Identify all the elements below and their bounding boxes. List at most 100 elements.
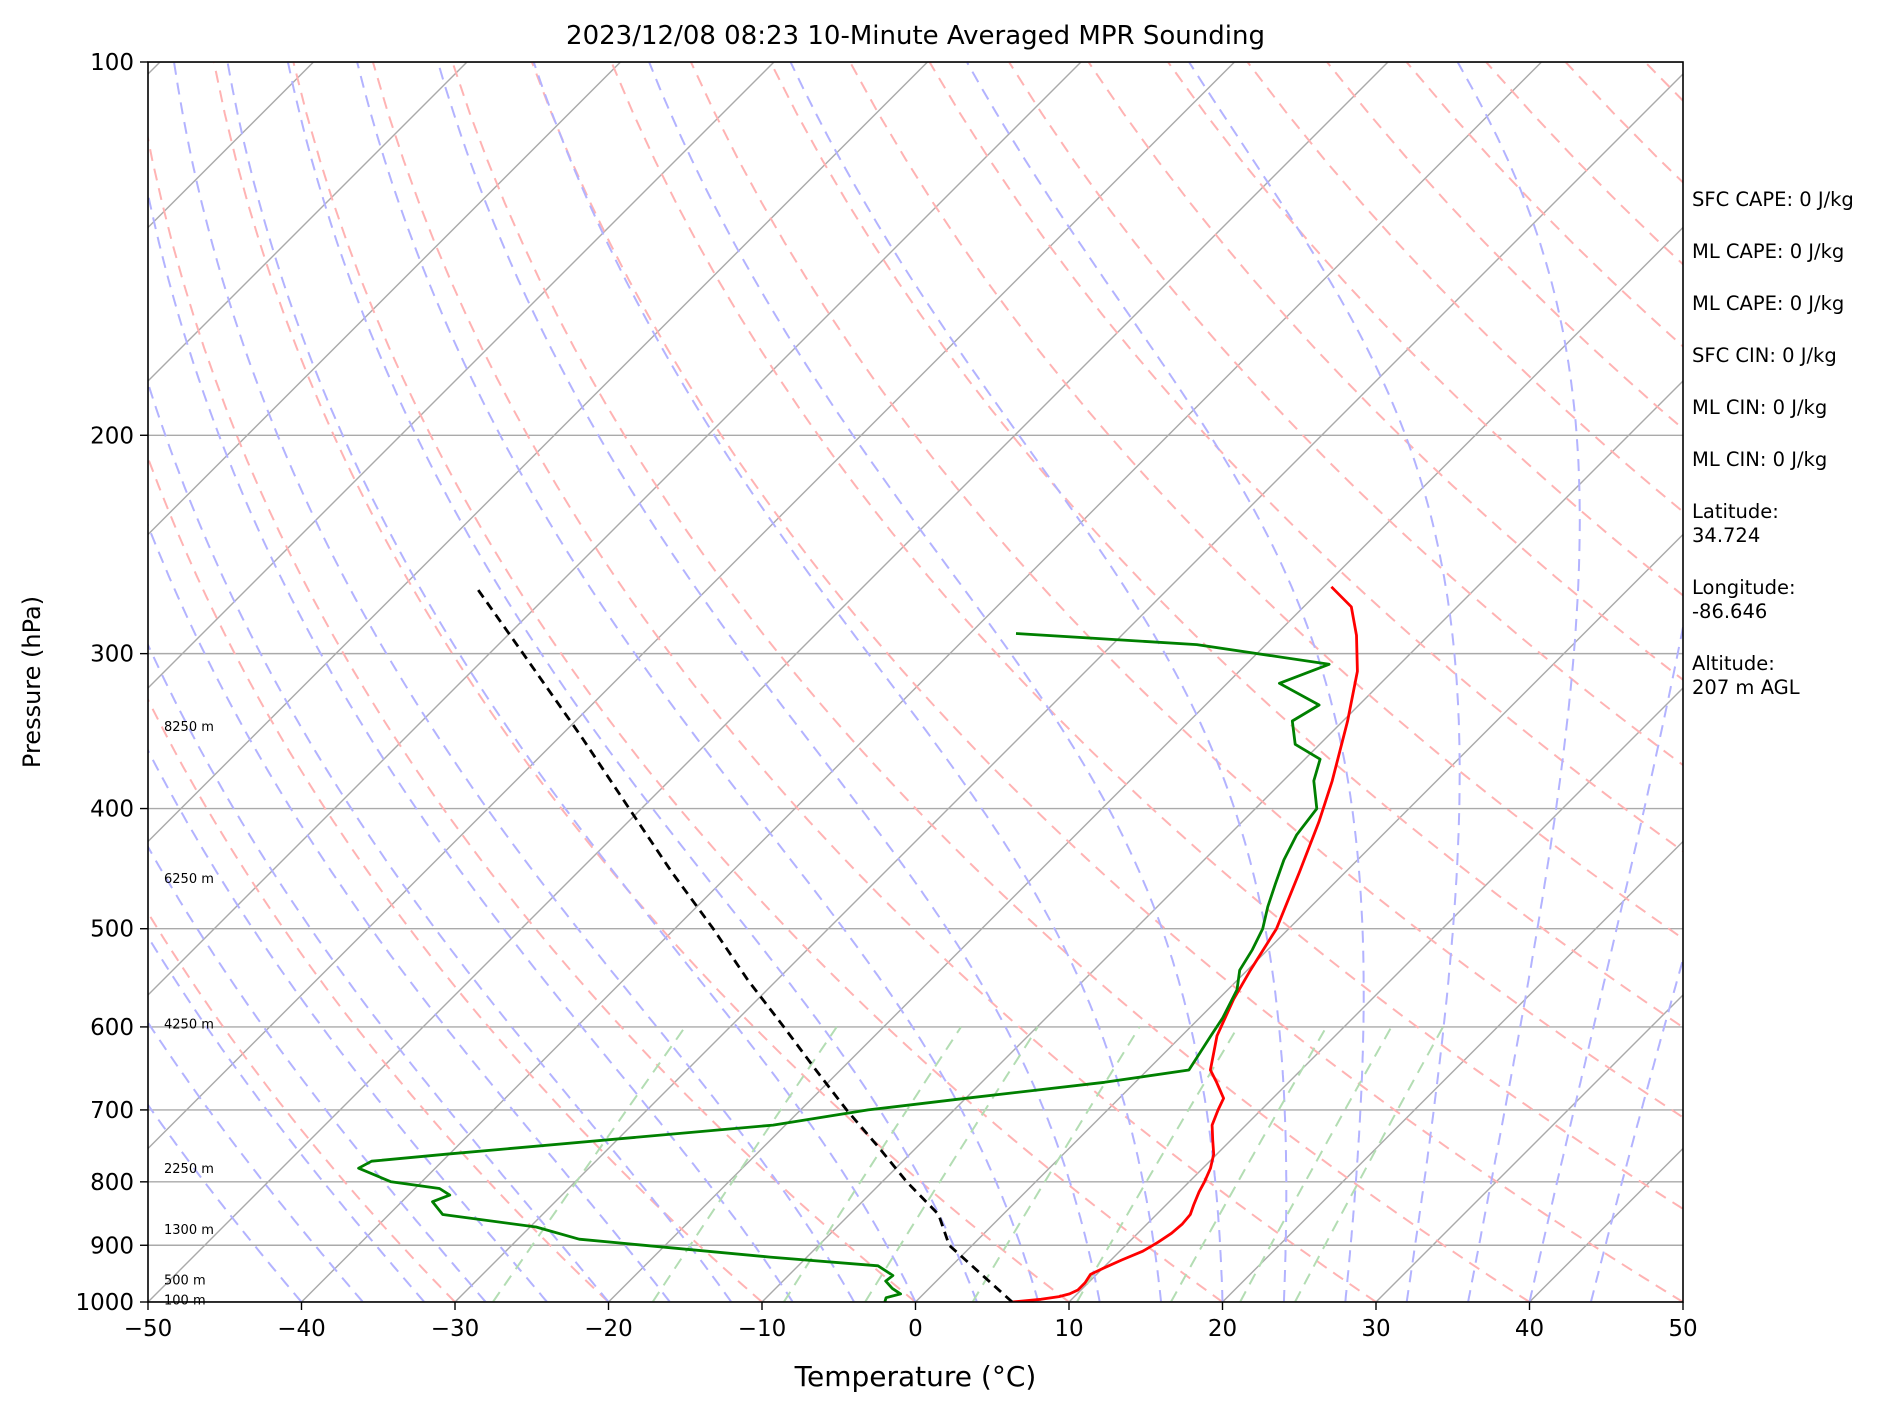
dry-adiabat-line <box>212 62 1070 1302</box>
y-tick-label: 700 <box>90 1098 134 1124</box>
height-label: 6250 m <box>164 872 214 887</box>
moist-adiabat-line <box>148 379 733 1302</box>
y-tick-label: 300 <box>90 642 134 668</box>
y-tick-label: 1000 <box>75 1290 134 1316</box>
mixing-ratio-line <box>864 1026 1039 1302</box>
height-label: 100 m <box>164 1293 206 1308</box>
ml-cin-text: ML CIN: 0 J/kg <box>1692 396 1828 419</box>
moist-adiabat-line <box>148 748 548 1302</box>
plot-frame <box>147 61 1684 1303</box>
ml-cape-text-2: ML CAPE: 0 J/kg <box>1692 292 1845 315</box>
y-tick-label: 100 <box>90 50 134 76</box>
dewpoint-profile-line <box>357 632 1331 1302</box>
height-label: 8250 m <box>164 720 214 735</box>
moist-adiabat-line <box>148 522 671 1302</box>
mixing-ratio-line <box>1076 1026 1239 1302</box>
mixing-ratio-line <box>1170 1026 1328 1302</box>
mixing-ratio-line <box>971 1026 1141 1302</box>
longitude-text: Longitude: -86.646 <box>1692 576 1796 623</box>
isotherm-line <box>148 62 1235 1150</box>
latitude-text: Latitude: 34.724 <box>1692 500 1779 547</box>
x-tick-label: 40 <box>1515 1316 1544 1342</box>
dry-adiabat-line <box>371 62 1377 1302</box>
isotherm-line <box>148 62 1082 996</box>
temperature-profile-line <box>1012 585 1359 1302</box>
dry-adiabat-line <box>148 697 610 1302</box>
y-tick-label: 800 <box>90 1170 134 1196</box>
y-axis: 100 200 300 400 500 600 700 800 900 1000 <box>75 50 148 1316</box>
isotherm-line <box>148 62 775 689</box>
y-tick-label: 900 <box>90 1233 134 1259</box>
isotherm-line <box>761 380 1683 1302</box>
x-tick-label: −20 <box>584 1316 633 1342</box>
mixing-ratio-line <box>1239 1026 1393 1302</box>
moist-adiabat-line <box>1456 62 1581 1302</box>
moist-adiabat-line <box>966 62 1365 1302</box>
mixing-ratio-line <box>492 1026 686 1302</box>
height-labels: 8250 m 6250 m 4250 m 2250 m 1300 m 500 m 100 m <box>164 720 214 1309</box>
y-axis-label: Pressure (hPa) <box>18 596 46 768</box>
moist-adiabat-line <box>148 935 426 1302</box>
moist-adiabat-line <box>1528 622 1683 1302</box>
height-label: 2250 m <box>164 1162 214 1177</box>
isotherm-line <box>608 226 1683 1302</box>
isotherm-line <box>301 62 1542 1302</box>
x-tick-label: 10 <box>1054 1316 1083 1342</box>
sfc-cape-text: SFC CAPE: 0 J/kg <box>1692 188 1854 211</box>
y-tick-label: 200 <box>90 423 134 449</box>
dry-adiabat-line <box>148 910 456 1302</box>
sfc-cin-text: SFC CIN: 0 J/kg <box>1692 344 1837 367</box>
isotherm-line <box>1222 840 1683 1302</box>
altitude-text: Altitude: 207 m AGL <box>1692 652 1800 699</box>
mixing-ratio-line <box>651 1026 838 1302</box>
x-tick-label: 50 <box>1668 1316 1697 1342</box>
isotherm-line <box>148 62 468 382</box>
height-label: 1300 m <box>164 1223 214 1238</box>
chart-title: 2023/12/08 08:23 10-Minute Averaged MPR … <box>566 21 1265 51</box>
sounding-info-panel: SFC CAPE: 0 J/kg ML CAPE: 0 J/kg ML CAPE… <box>1692 188 1887 728</box>
moist-adiabat-line <box>173 62 855 1302</box>
isotherm-line <box>148 62 621 536</box>
isotherm-line <box>148 62 314 229</box>
isotherm-line <box>1068 687 1683 1302</box>
dry-adiabat-line <box>1087 62 1683 681</box>
x-tick-label: −50 <box>124 1316 173 1342</box>
series-group <box>357 585 1359 1302</box>
x-tick-label: −30 <box>431 1316 480 1342</box>
moist-adiabat-line <box>148 189 794 1302</box>
y-tick-label: 500 <box>90 917 134 943</box>
isotherm-line <box>1375 994 1683 1302</box>
height-label: 4250 m <box>164 1017 214 1032</box>
ml-cin-text-2: ML CIN: 0 J/kg <box>1692 448 1828 471</box>
y-tick-label: 400 <box>90 797 134 823</box>
isotherm-line <box>148 62 928 843</box>
ml-cape-text: ML CAPE: 0 J/kg <box>1692 240 1845 263</box>
height-label: 500 m <box>164 1273 206 1288</box>
y-tick-label: 600 <box>90 1015 134 1041</box>
x-axis: −50 −40 −30 −20 −10 0 10 20 30 40 50 <box>124 1302 1698 1342</box>
mixing-ratio-line <box>1294 1026 1444 1302</box>
isotherm-line <box>148 62 1389 1302</box>
x-axis-label: Temperature (°C) <box>794 1360 1037 1393</box>
x-tick-label: −10 <box>738 1316 787 1342</box>
x-tick-label: −40 <box>277 1316 326 1342</box>
moist-adiabat-line <box>436 62 1101 1302</box>
x-tick-label: 30 <box>1361 1316 1390 1342</box>
isotherm-line <box>454 73 1683 1302</box>
dry-adiabat-line <box>530 62 1683 1302</box>
moist-adiabat-line <box>648 62 1224 1302</box>
moist-adiabat-line <box>1188 62 1461 1302</box>
moist-adiabat-line <box>226 62 917 1302</box>
moist-adiabat-line <box>789 62 1288 1302</box>
dry-adiabat-line <box>1167 62 1683 597</box>
moist-adiabat-line <box>1589 955 1683 1302</box>
dry-adiabat-line <box>292 62 1224 1302</box>
background-grid <box>148 62 1683 1302</box>
x-tick-label: 20 <box>1208 1316 1237 1342</box>
moist-adiabat-line <box>148 844 487 1302</box>
dry-adiabat-line <box>148 133 917 1302</box>
x-tick-label: 0 <box>908 1316 923 1342</box>
moist-adiabat-line <box>532 62 1163 1302</box>
mixing-ratio-line <box>782 1026 962 1302</box>
